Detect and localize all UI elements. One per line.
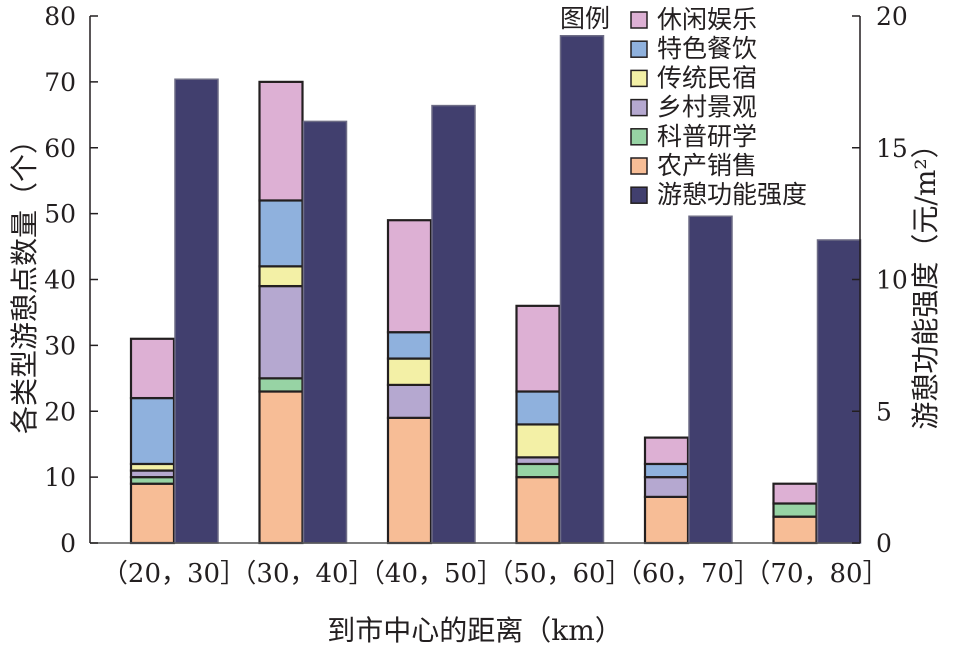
- bar-segment-特色餐饮: [386, 331, 433, 360]
- y-tick-label-left: 70: [44, 68, 76, 97]
- bar-segment-农产销售: [643, 495, 690, 545]
- bar-segment-特色餐饮: [515, 390, 561, 426]
- x-tick-label: （50，60］: [487, 559, 631, 589]
- y-tick-label-left: 20: [44, 397, 76, 426]
- x-tick-label: （30，40］: [230, 559, 374, 589]
- bar-segment-科普研学: [258, 377, 304, 393]
- legend-item-label: 农产销售: [657, 151, 757, 180]
- bar-intensity: [302, 120, 348, 544]
- bars-layer: [129, 35, 862, 545]
- x-tick-label: （70，80］: [744, 559, 888, 589]
- legend-swatch: [630, 186, 648, 204]
- legend-title: 图例: [560, 4, 610, 33]
- legend-swatch: [630, 69, 648, 88]
- legend-swatch: [630, 40, 648, 58]
- bar-segment-农产销售: [386, 416, 433, 545]
- legend-item-label: 科普研学: [657, 122, 757, 151]
- bar-segment-传统民宿: [258, 265, 304, 288]
- bar-segment-乡村景观: [386, 383, 433, 419]
- y-tick-label-right: 15: [876, 134, 908, 163]
- y-tick-label-right: 10: [876, 266, 908, 295]
- legend-swatch: [630, 11, 648, 29]
- legend-item-label: 游憩功能强度: [657, 180, 807, 209]
- y-tick-label-right: 0: [876, 529, 892, 558]
- bar-segment-休闲娱乐: [643, 436, 690, 466]
- bar-segment-休闲娱乐: [386, 219, 433, 334]
- y-tick-label-left: 40: [44, 266, 76, 295]
- bar-intensity: [816, 239, 862, 544]
- x-tick-label: （20，30］: [102, 559, 246, 589]
- bar-segment-农产销售: [515, 476, 561, 545]
- x-tick-label: （60，70］: [616, 559, 760, 589]
- y-tick-label-left: 30: [44, 331, 76, 360]
- bar-segment-科普研学: [515, 462, 561, 479]
- y-tick-label-left: 10: [44, 463, 76, 492]
- legend-swatch: [630, 128, 648, 146]
- bar-segment-农产销售: [258, 390, 304, 545]
- bar-segment-农产销售: [129, 482, 176, 545]
- bar-segment-休闲娱乐: [772, 482, 818, 505]
- bar-segment-传统民宿: [515, 423, 561, 459]
- legend-swatch: [630, 157, 648, 175]
- bar-segment-特色餐饮: [258, 199, 304, 268]
- bar-segment-休闲娱乐: [258, 80, 304, 202]
- bar-segment-休闲娱乐: [515, 304, 561, 393]
- legend-item-label: 休闲娱乐: [657, 5, 757, 34]
- bar-intensity: [431, 104, 476, 544]
- y-tick-label-left: 80: [44, 2, 76, 31]
- y-tick-label-left: 50: [44, 200, 76, 229]
- bar-intensity: [688, 215, 733, 544]
- legend-item-label: 特色餐饮: [657, 34, 757, 63]
- legend-item-label: 乡村景观: [657, 93, 757, 122]
- legend-item-label: 传统民宿: [657, 63, 757, 92]
- axes-layer: （20，30］（30，40］（40，50］（50，60］（60，70］（70，8…: [44, 2, 908, 589]
- bar-segment-休闲娱乐: [129, 337, 176, 400]
- bar-segment-特色餐饮: [643, 462, 690, 479]
- legend-swatch: [630, 98, 648, 117]
- bar-intensity: [559, 35, 605, 544]
- y-tick-label-right: 5: [876, 397, 892, 426]
- bar-intensity: [174, 78, 219, 544]
- bar-segment-科普研学: [772, 502, 818, 518]
- y-tick-label-left: 0: [60, 529, 76, 558]
- bar-segment-乡村景观: [258, 284, 304, 380]
- bar-segment-特色餐饮: [129, 396, 176, 466]
- x-tick-label: （40，50］: [359, 559, 503, 589]
- y-tick-label-right: 20: [876, 2, 908, 31]
- y-axis-label-right: 游憩功能强度（元/m²）: [909, 130, 942, 429]
- y-axis-label-left: 各类型游憩点数量（个）: [8, 126, 41, 434]
- bar-segment-乡村景观: [643, 476, 690, 498]
- y-tick-label-left: 60: [44, 134, 76, 163]
- bar-segment-农产销售: [772, 515, 818, 545]
- x-axis-label: 到市中心的距离（km）: [327, 614, 623, 647]
- bar-segment-传统民宿: [386, 357, 433, 386]
